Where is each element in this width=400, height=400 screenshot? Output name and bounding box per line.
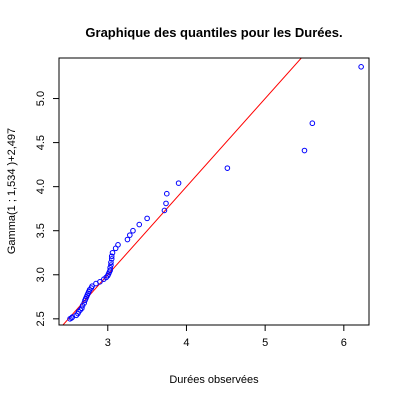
- data-point: [124, 236, 131, 243]
- data-point: [163, 190, 170, 197]
- x-axis: 3 4 5 6: [105, 324, 347, 349]
- data-point: [309, 120, 316, 127]
- y-tick-label: 3.0: [35, 267, 47, 282]
- data-point: [163, 200, 169, 207]
- data-point: [127, 232, 133, 238]
- data-point: [136, 221, 143, 228]
- reference-line-group: [62, 58, 303, 325]
- y-axis-label: Gamma(1 ; 1,534 )+2,497: [6, 128, 18, 254]
- data-point: [224, 165, 231, 171]
- data-point: [108, 256, 115, 262]
- data-points: [67, 64, 364, 322]
- data-point: [358, 64, 364, 70]
- data-point: [108, 253, 115, 260]
- data-point: [107, 267, 113, 274]
- data-point: [175, 180, 182, 186]
- y-tick-label: 2.5: [35, 311, 47, 326]
- x-tick-label: 4: [183, 337, 189, 349]
- data-point: [108, 259, 114, 266]
- data-point: [108, 262, 114, 268]
- y-tick-label: 5.0: [35, 91, 47, 106]
- y-tick-label: 3.5: [35, 223, 47, 238]
- x-tick-label: 3: [105, 337, 111, 349]
- data-point: [144, 215, 150, 222]
- plot-frame: [58, 57, 370, 326]
- data-point: [109, 249, 116, 256]
- data-point: [130, 227, 136, 234]
- y-axis: 2.5 3.0 3.5 4.0 4.5 5.0: [35, 91, 60, 326]
- reference-line: [62, 58, 303, 325]
- data-point: [79, 305, 85, 312]
- data-point: [89, 283, 95, 290]
- data-point: [161, 207, 168, 214]
- y-tick-label: 4.5: [35, 135, 47, 150]
- data-point: [107, 264, 113, 271]
- chart-title: Graphique des quantiles pour les Durées.: [85, 25, 342, 40]
- x-tick-label: 6: [341, 337, 347, 349]
- data-point: [68, 315, 75, 321]
- y-tick-label: 4.0: [35, 179, 47, 194]
- data-point: [115, 242, 121, 248]
- x-axis-label: Durées observées: [169, 374, 259, 386]
- x-tick-label: 5: [262, 337, 268, 349]
- data-point: [97, 279, 103, 285]
- data-point: [301, 147, 308, 154]
